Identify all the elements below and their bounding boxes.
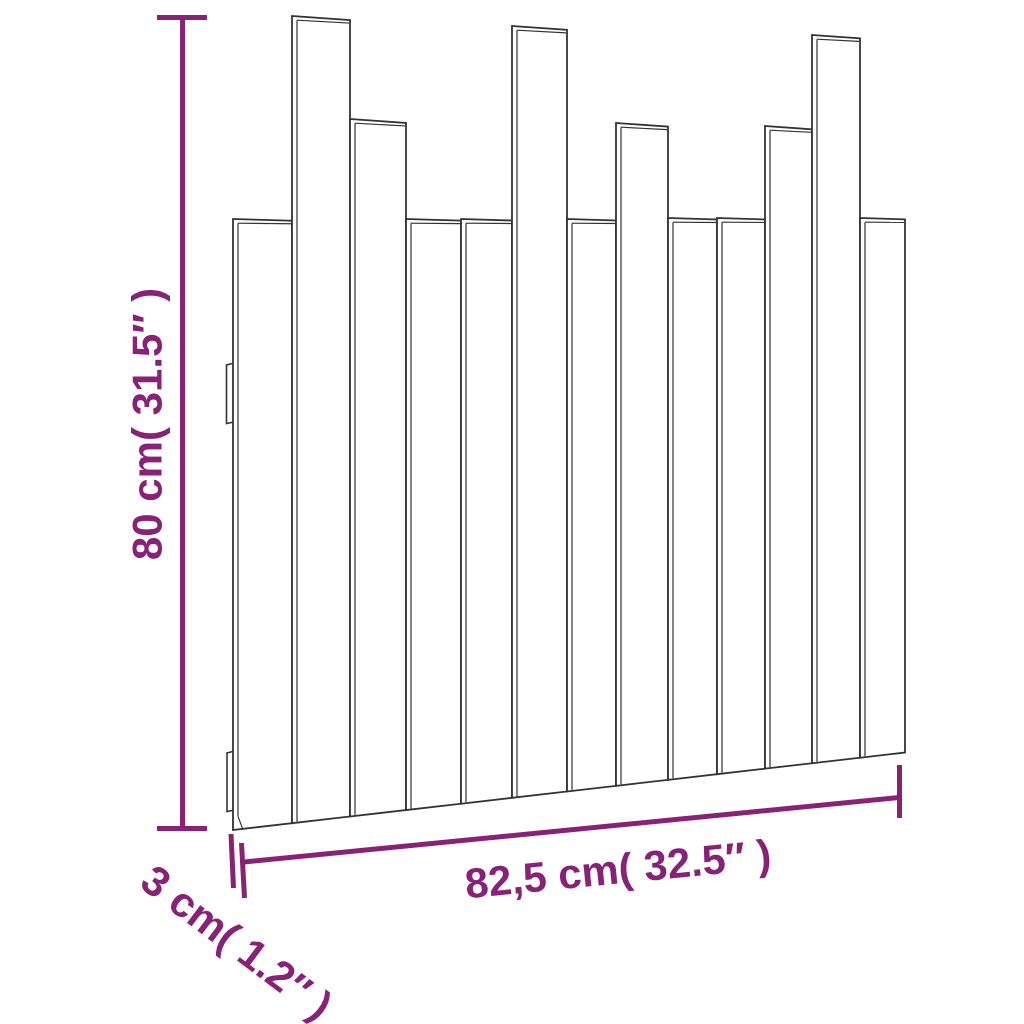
slat-front-face bbox=[566, 218, 617, 793]
slat-front-face bbox=[716, 217, 766, 776]
headboard-slat bbox=[460, 218, 513, 805]
slat-top-edge bbox=[816, 38, 860, 42]
slat-front-face bbox=[405, 218, 462, 812]
headboard-slat bbox=[349, 118, 407, 818]
height-dimension: 80 cm( 31.5″ ) bbox=[124, 15, 207, 831]
headboard-slat bbox=[291, 15, 351, 825]
headboard-slat bbox=[811, 34, 861, 765]
headboard-slat bbox=[566, 218, 617, 793]
slat-front-face bbox=[615, 122, 669, 787]
headboard-slat bbox=[859, 217, 906, 759]
headboard-slat bbox=[232, 218, 293, 832]
slat-top-edge bbox=[620, 126, 668, 131]
slat-front-face bbox=[859, 217, 906, 759]
slat-top-edge bbox=[296, 19, 350, 24]
slat-bottom-corner-edge bbox=[237, 816, 244, 829]
headboard-slat bbox=[667, 217, 718, 781]
depth-dimension-front-tick bbox=[239, 842, 247, 899]
slat-top-edge bbox=[354, 122, 406, 127]
slat-top-edge bbox=[769, 129, 812, 133]
slat-front-face bbox=[667, 217, 718, 781]
headboard-slat bbox=[615, 122, 669, 787]
slat-top-edge bbox=[237, 222, 292, 225]
width-dimension-line bbox=[243, 795, 900, 865]
slat-front-face bbox=[291, 15, 351, 825]
slat-front-face bbox=[460, 218, 513, 805]
depth-dimension-back-tick bbox=[228, 833, 236, 889]
slat-front-face bbox=[511, 25, 568, 799]
headboard-slat bbox=[764, 125, 813, 770]
slat-top-edge bbox=[516, 29, 567, 34]
slat-front-face bbox=[811, 34, 861, 765]
width-dimension-label: 82,5 cm( 32.5″ ) bbox=[463, 831, 773, 908]
depth-dimension: 3 cm( 1.2″ ) bbox=[133, 833, 341, 1024]
headboard-slats bbox=[232, 15, 906, 832]
slat-front-face bbox=[349, 118, 407, 818]
slat-front-face bbox=[232, 218, 293, 832]
headboard-slat bbox=[716, 217, 766, 776]
height-dimension-label: 80 cm( 31.5″ ) bbox=[124, 288, 171, 560]
slat-front-face bbox=[764, 125, 813, 770]
headboard-slat bbox=[511, 25, 568, 799]
headboard-slat bbox=[405, 218, 462, 812]
depth-dimension-label: 3 cm( 1.2″ ) bbox=[133, 856, 341, 1024]
